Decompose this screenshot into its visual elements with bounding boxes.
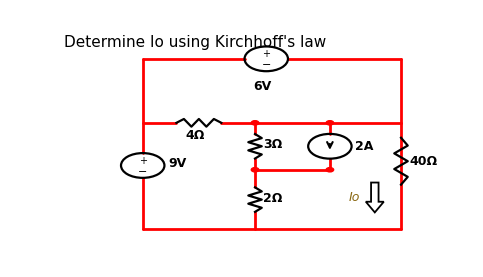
Text: 9V: 9V bbox=[168, 157, 186, 170]
Text: +: + bbox=[139, 155, 147, 166]
Text: Determine Io using Kirchhoff's law: Determine Io using Kirchhoff's law bbox=[64, 35, 327, 50]
Text: 2A: 2A bbox=[355, 140, 373, 153]
Text: −: − bbox=[138, 167, 147, 177]
Text: Io: Io bbox=[349, 191, 360, 204]
Text: 3Ω: 3Ω bbox=[263, 138, 283, 151]
Circle shape bbox=[251, 121, 259, 125]
Text: 6V: 6V bbox=[254, 80, 271, 93]
Circle shape bbox=[326, 168, 334, 172]
Text: 40Ω: 40Ω bbox=[409, 155, 438, 168]
Text: 4Ω: 4Ω bbox=[185, 129, 205, 142]
Polygon shape bbox=[366, 183, 384, 212]
Circle shape bbox=[326, 121, 334, 125]
Text: −: − bbox=[262, 60, 271, 70]
Text: 2Ω: 2Ω bbox=[263, 192, 283, 205]
Text: +: + bbox=[262, 49, 270, 59]
Circle shape bbox=[251, 168, 259, 172]
